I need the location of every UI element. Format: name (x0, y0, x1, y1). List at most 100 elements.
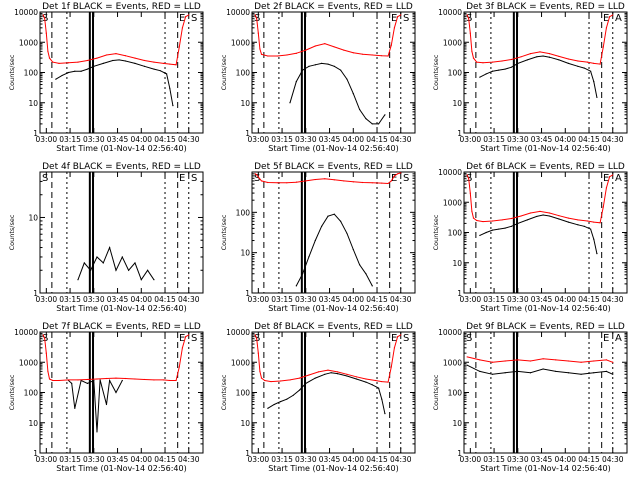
data-point (529, 53, 532, 55)
data-point (567, 217, 570, 219)
x-tick-label: 03:45 (107, 295, 129, 304)
data-point (276, 182, 278, 184)
plot-title: Det 3f BLACK = Events, RED = LLD (466, 2, 625, 12)
x-tick-label: 03:45 (319, 295, 341, 304)
data-point (469, 192, 471, 194)
data-point (387, 55, 389, 57)
data-point (400, 14, 402, 16)
y-tick-label: 1 (457, 289, 462, 298)
end-marker: E (391, 333, 397, 344)
y-tick-label: 10000 (438, 8, 462, 17)
x-tick-label: 04:15 (578, 455, 600, 464)
plot-panel-8: Det 8f BLACK = Events, RED = LLD 1 10 100 10… (220, 322, 416, 473)
data-point (121, 256, 123, 258)
data-point (96, 431, 98, 433)
y-tick-label: 10 (452, 99, 462, 108)
data-point (48, 378, 51, 380)
data-point (504, 227, 506, 229)
data-point (381, 380, 383, 383)
series-line-1 (295, 213, 373, 287)
data-point (590, 228, 592, 230)
y-tick-label: 1 (457, 129, 462, 138)
x-tick-label: 04:15 (366, 135, 388, 144)
y-axis-label: Counts/sec (432, 54, 440, 90)
data-point (510, 217, 513, 220)
y-tick-label: 10 (28, 419, 38, 428)
data-point (577, 219, 579, 221)
x-tick-label: 04:15 (578, 295, 600, 304)
x-tick-label: 04:00 (342, 295, 364, 304)
data-point (526, 59, 528, 61)
data-point (548, 212, 551, 214)
x-tick-label: 04:30 (178, 295, 200, 304)
data-point (352, 52, 354, 54)
data-point (257, 352, 259, 354)
data-point (169, 63, 171, 65)
data-point (143, 59, 146, 62)
x-tick-label: 04:00 (130, 455, 152, 464)
data-point (577, 224, 579, 226)
data-point (567, 372, 570, 374)
data-point (115, 53, 117, 55)
data-point (355, 376, 358, 378)
data-point (314, 45, 316, 47)
data-point (529, 372, 532, 374)
data-point (324, 373, 326, 375)
x-tick-label: 03:15 (483, 295, 505, 304)
plot-panel-3: Det 3f BLACK = Events, RED = LLD 1 10 100 10… (432, 2, 628, 153)
plot-frame (251, 11, 416, 134)
data-point (583, 225, 585, 227)
data-point (498, 69, 500, 71)
data-point (169, 379, 171, 382)
x-tick-label: 04:30 (390, 455, 412, 464)
data-point (476, 61, 478, 63)
data-point (184, 336, 187, 338)
x-tick-label: 03:30 (507, 455, 529, 464)
plot-title: Det 4f BLACK = Events, RED = LLD (42, 162, 201, 172)
data-point (302, 69, 304, 71)
data-point (491, 361, 494, 363)
data-point (498, 228, 500, 230)
y-axis-label: Counts/sec (220, 214, 228, 250)
data-point (365, 117, 367, 120)
data-point (67, 71, 70, 74)
data-point (612, 174, 614, 176)
data-point (472, 217, 475, 219)
data-point (48, 57, 51, 59)
data-point (254, 14, 256, 16)
x-tick-label: 03:45 (107, 135, 129, 144)
x-tick-label: 04:00 (342, 455, 364, 464)
data-point (109, 379, 111, 382)
x-tick-label: 04:15 (154, 135, 176, 144)
data-point (542, 214, 544, 216)
data-point (479, 370, 481, 372)
data-point (359, 108, 361, 111)
start-marker: S (42, 173, 48, 184)
data-point (529, 212, 532, 214)
x-tick-label: 04:30 (390, 135, 412, 144)
x-tick-label: 03:30 (295, 295, 317, 304)
data-point (58, 379, 60, 382)
data-point (172, 105, 174, 107)
x-tick-label: 04:00 (130, 295, 152, 304)
x-tick-label: 03:30 (507, 135, 529, 144)
y-tick-label: 10 (452, 419, 462, 428)
data-point (333, 65, 335, 67)
end-marker: S (191, 13, 197, 24)
data-point (184, 16, 187, 18)
y-tick-label: 100 (448, 229, 463, 238)
x-tick-label: 03:00 (460, 295, 482, 304)
data-point (501, 219, 503, 221)
data-point (517, 222, 519, 224)
data-point (466, 174, 468, 176)
data-point (466, 356, 468, 358)
data-point (526, 219, 528, 221)
plot-frame (39, 11, 204, 134)
series-line-1 (479, 55, 598, 98)
end-marker: E (603, 13, 609, 24)
end-marker: S (403, 173, 409, 184)
x-tick-label: 03:15 (483, 455, 505, 464)
x-tick-label: 03:15 (271, 455, 293, 464)
